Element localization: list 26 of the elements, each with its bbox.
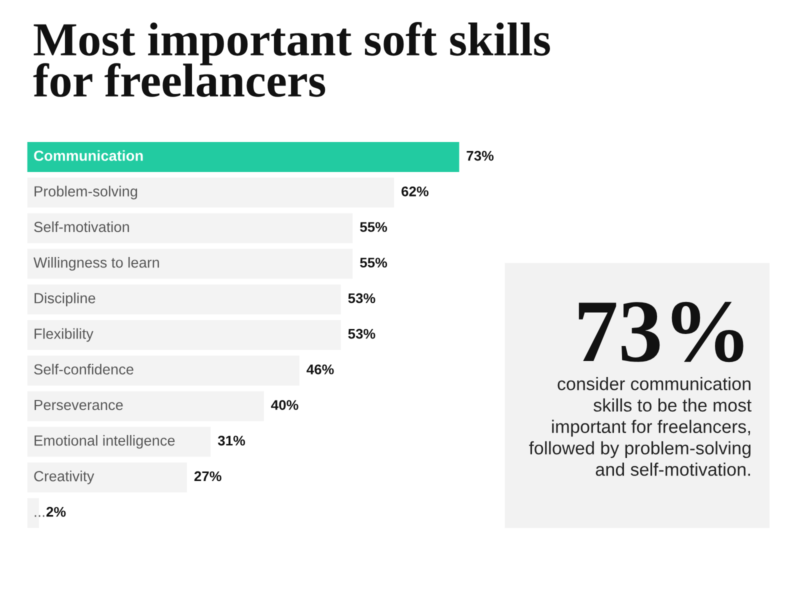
- y-tick-label: Willingness to learn: [34, 257, 159, 271]
- y-tick-label: Creativity: [34, 470, 94, 484]
- data-label: 27%: [194, 471, 222, 482]
- y-tick-label: ...: [34, 515, 44, 517]
- y-tick-label: Communication: [34, 150, 143, 161]
- y-tick-label: Discipline: [34, 292, 96, 306]
- text: consider communication skills to be the most important for freelancers, followed by problem-solving and self-motivation.: [529, 376, 752, 476]
- y-tick-label: Self-motivation: [34, 221, 129, 232]
- y-tick-label: Self-confidence: [34, 364, 134, 375]
- data-label: 46%: [306, 364, 334, 374]
- data-label: 55%: [360, 258, 388, 268]
- data-label: 62%: [402, 186, 428, 196]
- data-label: 40%: [271, 400, 298, 410]
- y-tick-label: Emotional intelligence: [34, 435, 175, 449]
- text: 73%: [578, 302, 744, 362]
- data-label: 53%: [348, 293, 376, 304]
- y-tick-label: Perseverance: [34, 400, 123, 410]
- data-label: 53%: [348, 328, 376, 339]
- bar: [27, 142, 460, 172]
- data-label: 73%: [466, 150, 494, 161]
- data-label: 31%: [218, 436, 246, 446]
- data-label: 2%: [46, 506, 66, 517]
- y-tick-label: Flexibility: [34, 328, 94, 342]
- data-label: 55%: [360, 222, 388, 232]
- chart-title: Most important soft skills for freelancers: [33, 22, 550, 97]
- y-tick-label: Problem-solving: [34, 186, 138, 200]
